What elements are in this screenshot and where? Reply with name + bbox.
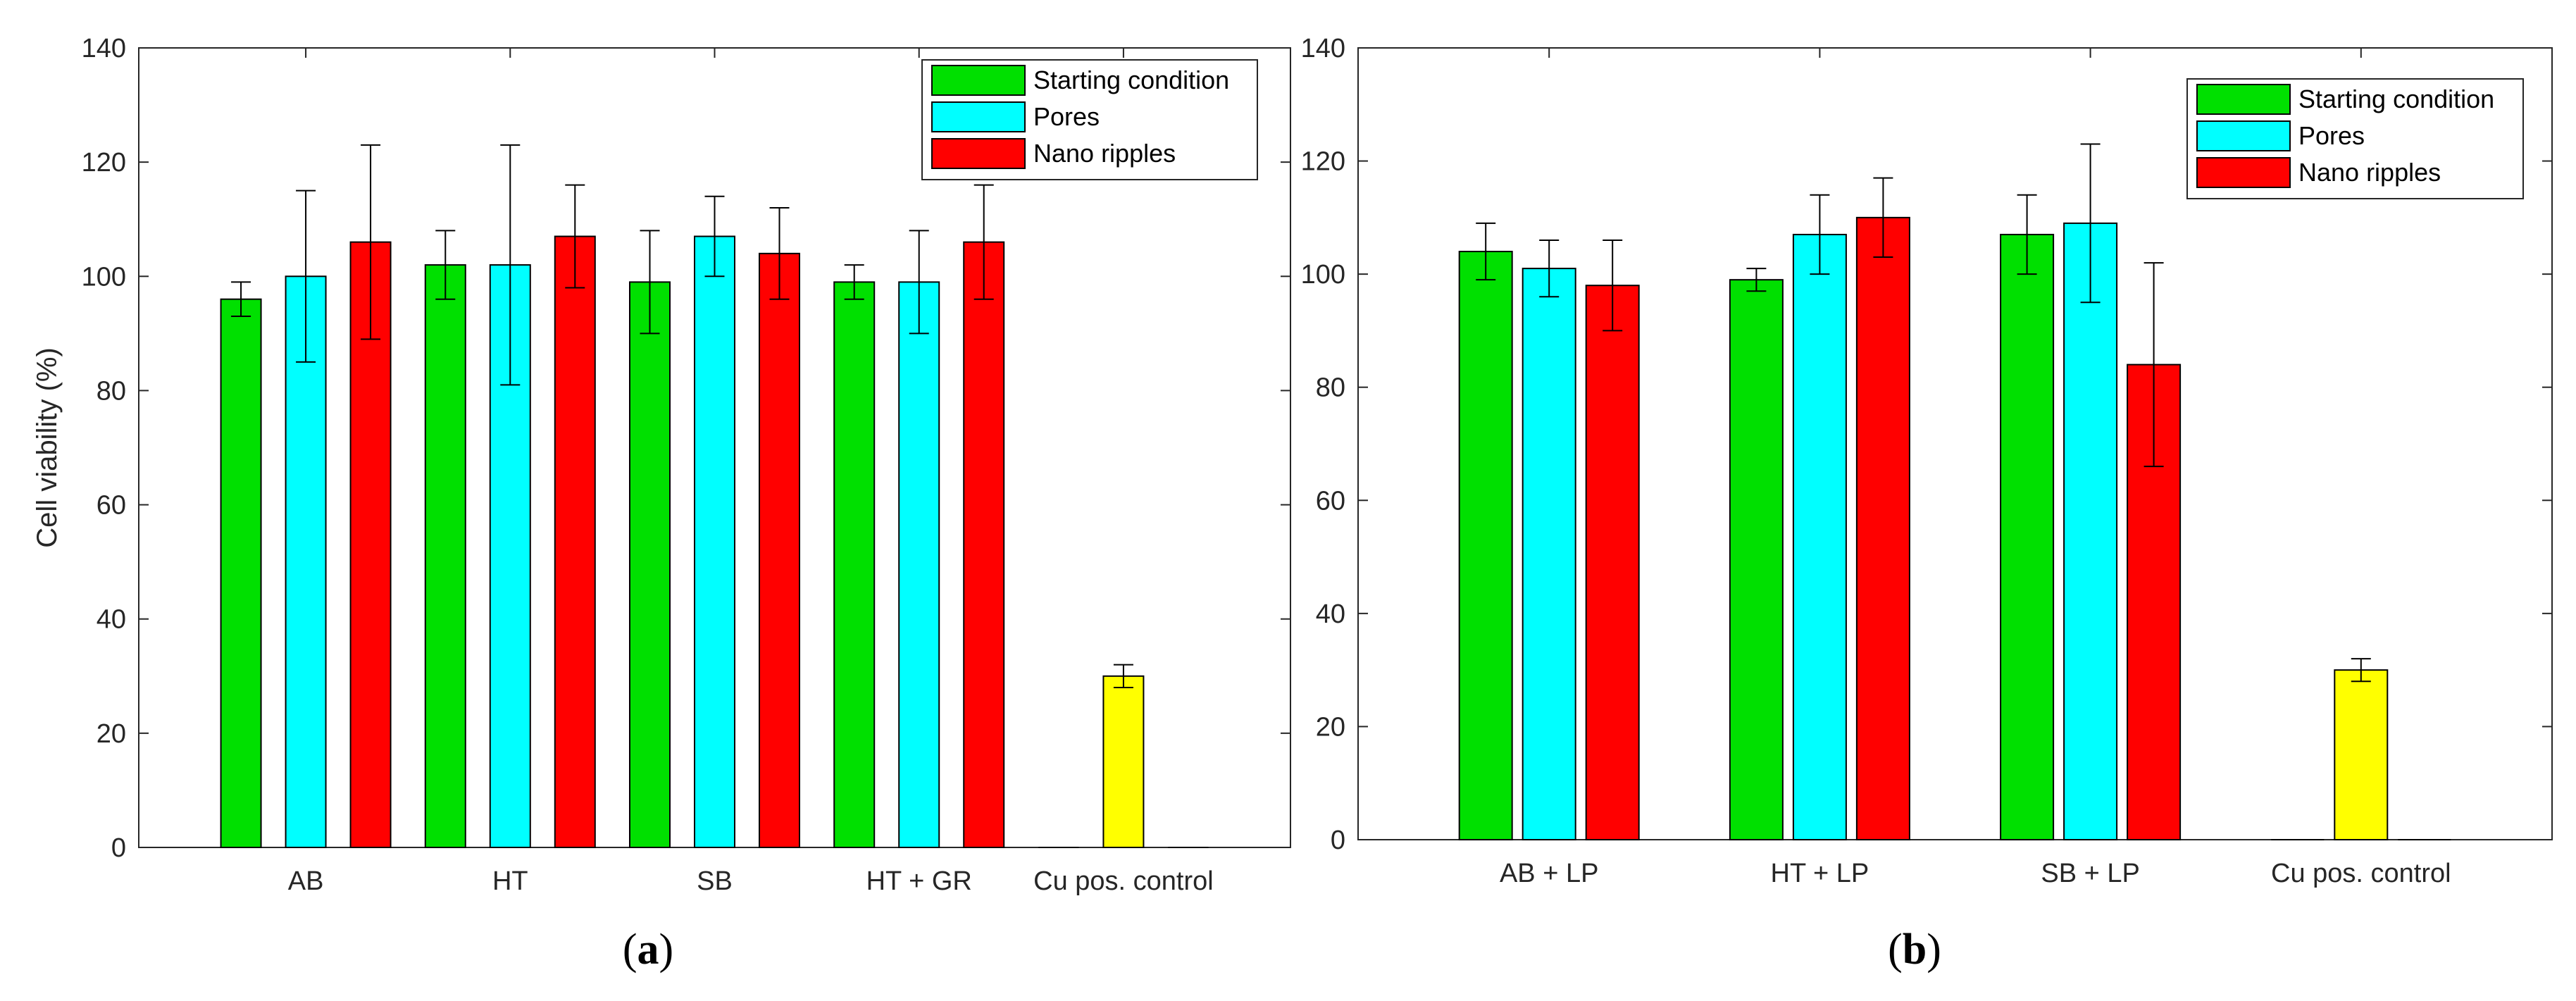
- y-tick-label: 140: [82, 34, 126, 63]
- y-tick-label: 80: [1316, 373, 1345, 403]
- legend-swatch: [2196, 120, 2291, 151]
- x-tick-label: AB: [288, 866, 324, 896]
- legend-swatch: [931, 65, 1026, 96]
- bar-starting-condition: [424, 264, 466, 849]
- bar-pores: [898, 281, 940, 848]
- y-tick-label: 60: [97, 491, 126, 521]
- x-tick-label: HT + LP: [1771, 859, 1869, 888]
- bar-starting-condition: [1729, 279, 1784, 840]
- bar-pores: [1522, 268, 1576, 841]
- bar-nano-ripples: [349, 241, 392, 848]
- bar-pores: [1792, 233, 1847, 840]
- panel-label-open: (: [1888, 926, 1903, 974]
- panel-label-close: ): [1927, 926, 1941, 974]
- bar-cu-pos-control: [1102, 675, 1145, 848]
- panel-label-letter: a: [637, 926, 659, 974]
- panel-label-close: ): [659, 926, 674, 974]
- legend-swatch: [2196, 157, 2291, 188]
- bar-nano-ripples: [1585, 285, 1640, 840]
- x-tick-label: Cu pos. control: [1033, 866, 1214, 896]
- y-axis-label: Cell viability (%): [32, 347, 63, 548]
- y-tick-label: 60: [1316, 486, 1345, 516]
- bar-nano-ripples: [554, 235, 596, 848]
- y-tick-label: 100: [1301, 260, 1345, 290]
- panel-label-letter: b: [1903, 926, 1927, 974]
- bar-pores: [694, 235, 735, 848]
- bar-pores: [2063, 222, 2118, 840]
- y-tick-label: 120: [82, 148, 126, 178]
- bar-starting-condition: [220, 298, 262, 848]
- bar-pores: [285, 275, 327, 848]
- legend-swatch: [931, 101, 1026, 132]
- legend-swatch: [931, 138, 1026, 169]
- bar-starting-condition: [629, 281, 671, 848]
- chart-panel-b: 0 20 40 60 80 100 120 140 AB + LP HT + LP SB + LP C…: [1301, 34, 2553, 974]
- legend-swatch: [2196, 84, 2291, 115]
- y-tick-label: 20: [1316, 712, 1345, 742]
- bar-starting-condition: [1458, 251, 1513, 840]
- y-tick-label: 40: [97, 605, 126, 635]
- panel-label-open: (: [623, 926, 637, 974]
- bar-nano-ripples: [759, 252, 800, 849]
- bar-cu-pos-control: [2334, 669, 2389, 841]
- axes-box: [1357, 47, 2553, 840]
- x-tick-label: Cu pos. control: [2271, 859, 2451, 888]
- legend-label: Nano ripples: [1033, 139, 1176, 168]
- y-tick-label: 120: [1301, 147, 1345, 177]
- panel-label: (b): [1888, 926, 1941, 974]
- legend-label: Pores: [2298, 121, 2365, 150]
- y-tick-label: 0: [111, 833, 126, 863]
- bar-nano-ripples: [963, 241, 1005, 848]
- x-tick-label: AB + LP: [1500, 859, 1598, 888]
- bar-starting-condition: [833, 281, 876, 848]
- y-tick-label: 0: [1331, 826, 1345, 855]
- legend-label: Starting condition: [1033, 66, 1229, 94]
- x-tick-label: HT + GR: [866, 866, 972, 896]
- bar-starting-condition: [2000, 233, 2055, 840]
- y-tick-label: 100: [82, 262, 126, 292]
- x-tick-label: SB + LP: [2041, 859, 2139, 888]
- legend-label: Pores: [1033, 102, 1100, 131]
- x-tick-label: HT: [492, 866, 528, 896]
- y-tick-label: 40: [1316, 599, 1345, 629]
- legend-label: Nano ripples: [2298, 158, 2441, 187]
- chart-panel-a: 0 20 40 60 80 100 120 140 Cell viability (%) AB HT…: [32, 34, 1291, 974]
- y-tick-label: 20: [97, 719, 126, 749]
- y-tick-label: 140: [1301, 34, 1345, 63]
- x-tick-label: SB: [697, 866, 733, 896]
- y-tick-label: 80: [97, 376, 126, 406]
- legend-label: Starting condition: [2298, 85, 2494, 113]
- bar-nano-ripples: [1855, 216, 1910, 841]
- panel-label: (a): [623, 926, 673, 974]
